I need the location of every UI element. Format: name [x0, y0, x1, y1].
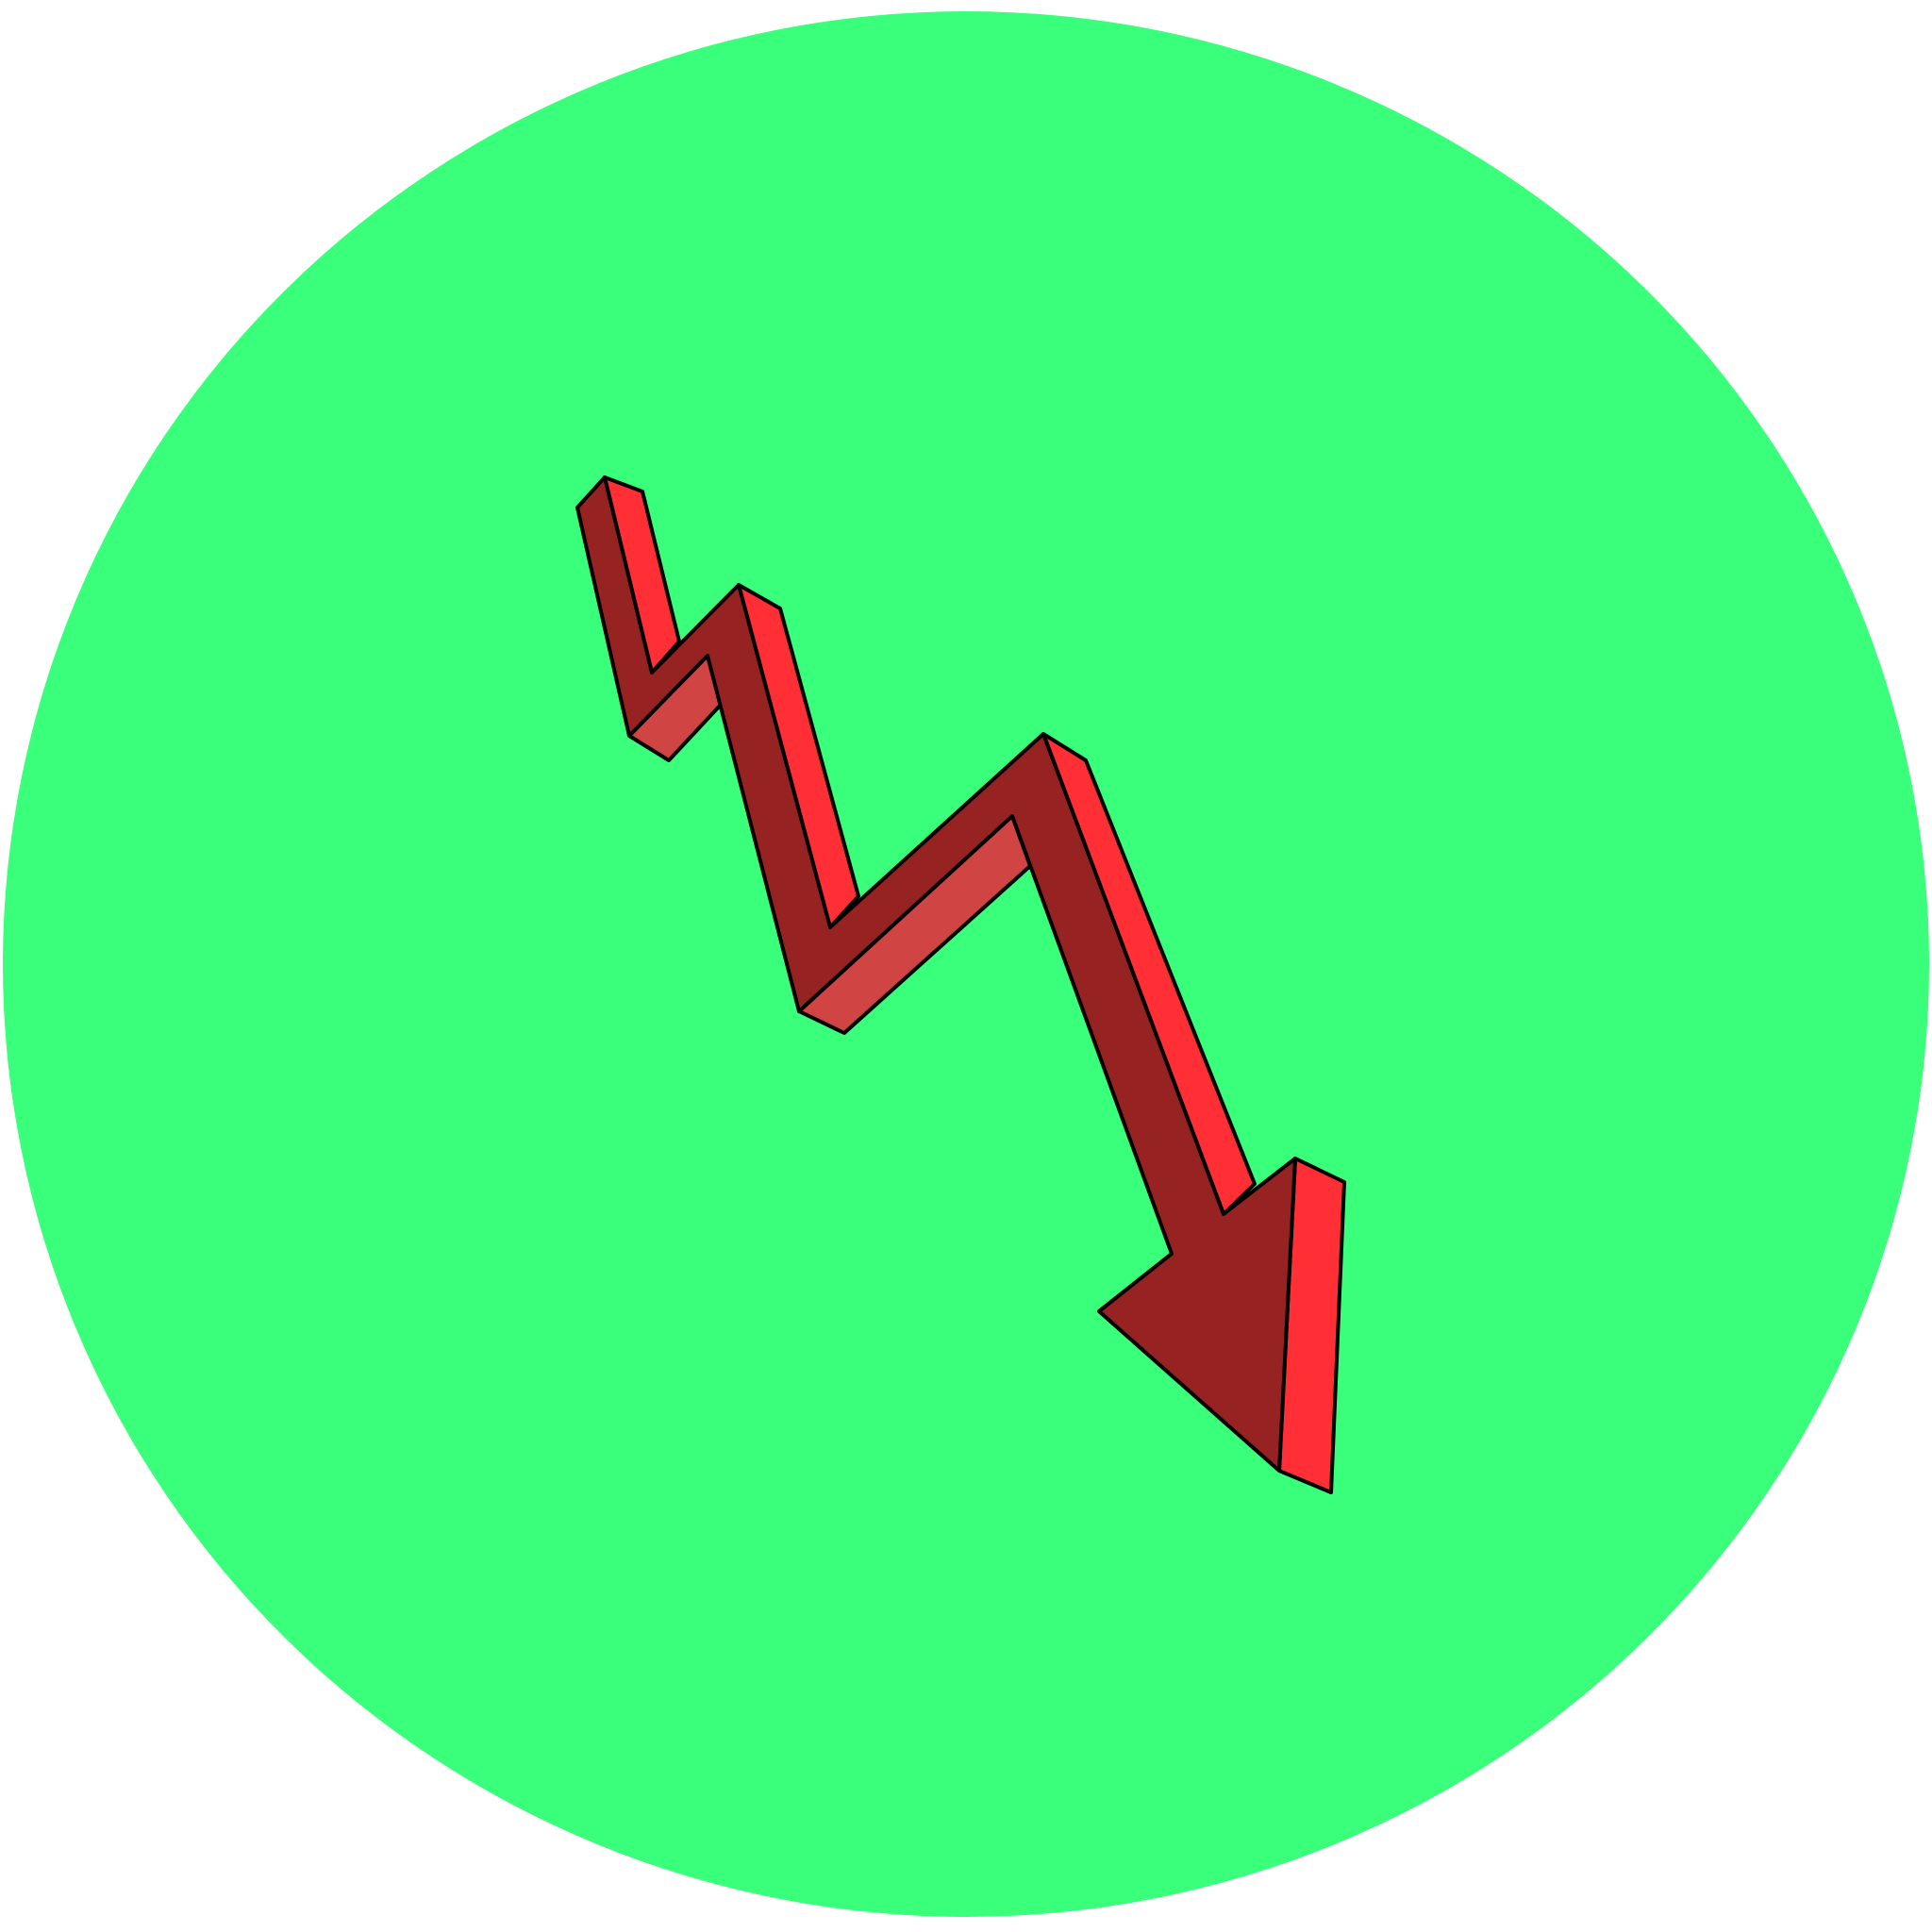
- green-circle-background: [3, 11, 1929, 1917]
- downward-trend-arrow-icon: [575, 475, 1346, 1494]
- arrow-front-face: [575, 475, 1297, 1473]
